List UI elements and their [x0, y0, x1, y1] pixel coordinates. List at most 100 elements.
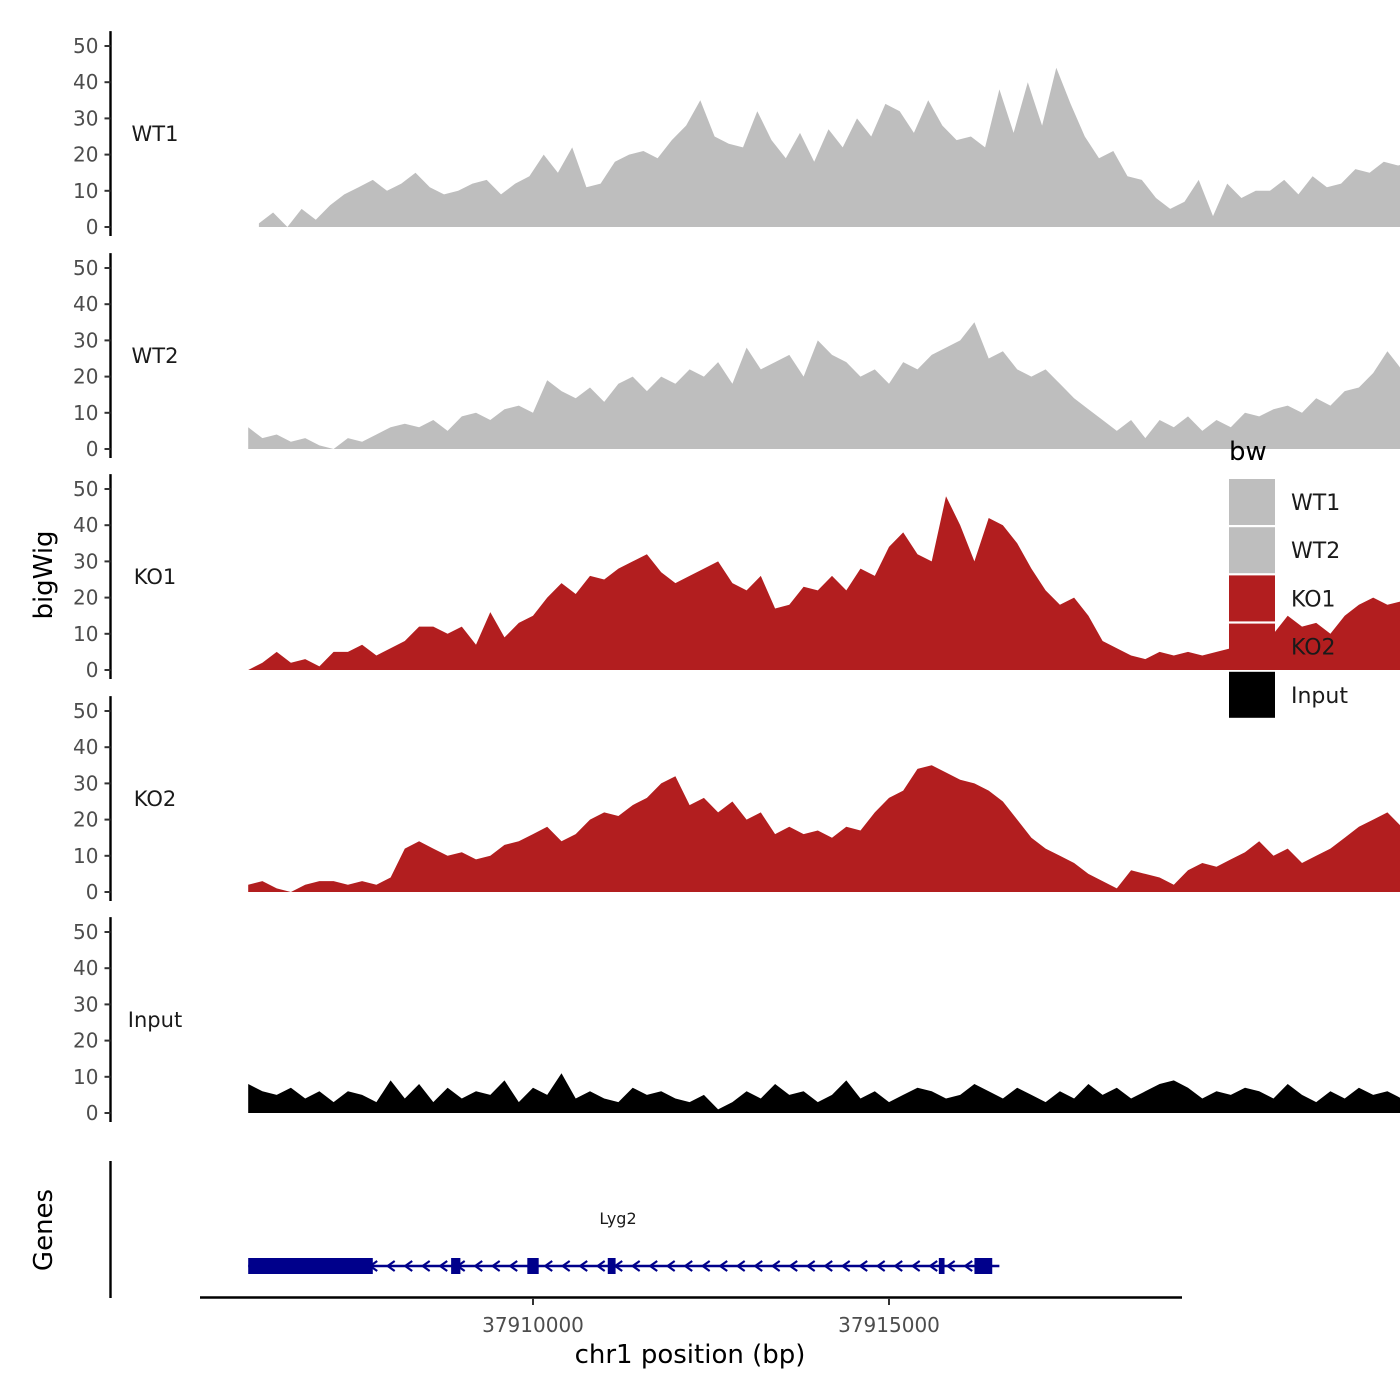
x-axis-ticks: 37910000 37915000 — [482, 1298, 940, 1337]
y-tick-label: 10 — [73, 844, 98, 868]
y-tick-label: 0 — [86, 880, 99, 904]
strand-arrow — [893, 1260, 903, 1272]
legend: bw WT1 WT2 KO1 KO2 Input — [1229, 437, 1348, 718]
legend-item-wt2: WT2 — [1229, 527, 1340, 574]
gene-exon — [527, 1258, 539, 1274]
strand-arrow — [700, 1260, 711, 1272]
strand-arrow — [753, 1260, 763, 1272]
strand-arrow — [385, 1260, 396, 1272]
strand-arrow — [945, 1260, 956, 1272]
y-tick-label: 30 — [73, 106, 98, 130]
strand-arrow — [543, 1260, 553, 1272]
strand-arrow — [858, 1260, 868, 1272]
gene-name-label: Lyg2 — [599, 1209, 636, 1228]
strand-arrow — [560, 1260, 571, 1272]
y-tick-label: 10 — [73, 401, 98, 425]
strand-arrow — [823, 1260, 833, 1272]
strand-arrow — [490, 1260, 501, 1272]
x-tick-label: 37915000 — [838, 1313, 940, 1337]
strand-arrow — [718, 1260, 728, 1272]
y-tick-label: 20 — [73, 808, 98, 832]
strand-arrow — [403, 1260, 413, 1272]
gene-exon — [451, 1258, 461, 1274]
strand-arrow — [875, 1260, 886, 1272]
track-input: 0 10 20 30 40 50 Input — [73, 917, 1400, 1125]
strand-arrow — [420, 1260, 431, 1272]
gene-exon — [248, 1258, 373, 1274]
gene-model — [248, 1258, 1000, 1274]
strand-arrow — [788, 1260, 798, 1272]
y-axis-title: bigWig — [29, 530, 59, 619]
y-tick-label: 0 — [86, 658, 99, 682]
legend-title: bw — [1229, 437, 1267, 467]
area-ko1 — [248, 496, 1400, 670]
track-label-ko2: KO2 — [134, 787, 177, 811]
track-label-input: Input — [128, 1008, 182, 1032]
y-tick-label: 40 — [73, 956, 98, 980]
strand-arrow — [473, 1260, 483, 1272]
gene-exon — [974, 1258, 993, 1274]
legend-item-ko1: KO1 — [1229, 575, 1336, 622]
y-tick-label: 0 — [86, 1101, 99, 1125]
track-label-wt2: WT2 — [132, 344, 179, 368]
strand-arrow — [508, 1260, 518, 1272]
strand-arrow — [910, 1260, 921, 1272]
strand-arrow — [805, 1260, 816, 1272]
legend-item-ko2: KO2 — [1229, 623, 1336, 670]
legend-swatch — [1229, 671, 1275, 718]
strand-arrow — [438, 1260, 448, 1272]
legend-item-input: Input — [1229, 671, 1348, 718]
y-tick-label: 20 — [73, 365, 98, 389]
strand-arrow — [928, 1260, 938, 1272]
x-tick-label: 37910000 — [482, 1313, 584, 1337]
y-tick-label: 50 — [73, 699, 98, 723]
track-ko2: 0 10 20 30 40 50 KO2 — [73, 696, 1400, 904]
legend-label: WT1 — [1291, 491, 1340, 516]
legend-label: Input — [1291, 684, 1348, 709]
y-tick-label: 50 — [73, 256, 98, 280]
track-ko1: 0 10 20 30 40 50 KO1 — [73, 474, 1400, 682]
legend-label: WT2 — [1291, 539, 1340, 564]
area-wt1 — [258, 67, 1400, 227]
y-tick-label: 30 — [73, 992, 98, 1016]
y-tick-label: 50 — [73, 34, 98, 58]
strand-arrow — [578, 1260, 588, 1272]
y-tick-label: 20 — [73, 586, 98, 610]
y-tick-label: 30 — [73, 549, 98, 573]
strand-arrow — [665, 1260, 676, 1272]
y-tick-label: 10 — [73, 1065, 98, 1089]
y-tick-label: 50 — [73, 477, 98, 501]
track-wt2: 0 10 20 30 40 50 WT2 — [73, 253, 1400, 461]
legend-label: KO1 — [1291, 587, 1336, 612]
x-axis-title: chr1 position (bp) — [575, 1340, 806, 1370]
legend-swatch — [1229, 623, 1275, 670]
strand-arrow — [595, 1260, 606, 1272]
strand-arrow — [630, 1260, 641, 1272]
bigwig-tracks: 0 10 20 30 40 50 WT1 0 10 20 30 40 50 WT2 0 10 20 30 40 50 K… — [73, 31, 1400, 1125]
strand-arrow — [683, 1260, 693, 1272]
strand-arrow — [840, 1260, 851, 1272]
strand-arrow — [963, 1260, 973, 1272]
y-tick-label: 40 — [73, 735, 98, 759]
y-tick-label: 40 — [73, 513, 98, 537]
y-tick-label: 30 — [73, 328, 98, 352]
legend-item-wt1: WT1 — [1229, 479, 1340, 525]
y-tick-label: 40 — [73, 292, 98, 316]
y-tick-label: 30 — [73, 771, 98, 795]
gene-exon — [938, 1258, 945, 1274]
area-ko2 — [248, 765, 1400, 892]
y-tick-label: 50 — [73, 920, 98, 944]
legend-swatch — [1229, 479, 1275, 525]
strand-arrow — [648, 1260, 658, 1272]
y-tick-label: 20 — [73, 1029, 98, 1053]
strand-arrow — [770, 1260, 781, 1272]
strand-arrow — [735, 1260, 746, 1272]
legend-label: KO2 — [1291, 636, 1336, 661]
legend-swatch — [1229, 527, 1275, 574]
legend-swatch — [1229, 575, 1275, 622]
area-input — [248, 1073, 1400, 1113]
y-tick-label: 40 — [73, 70, 98, 94]
y-tick-label: 0 — [86, 215, 99, 239]
legend-items: WT1 WT2 KO1 KO2 Input — [1229, 479, 1348, 718]
